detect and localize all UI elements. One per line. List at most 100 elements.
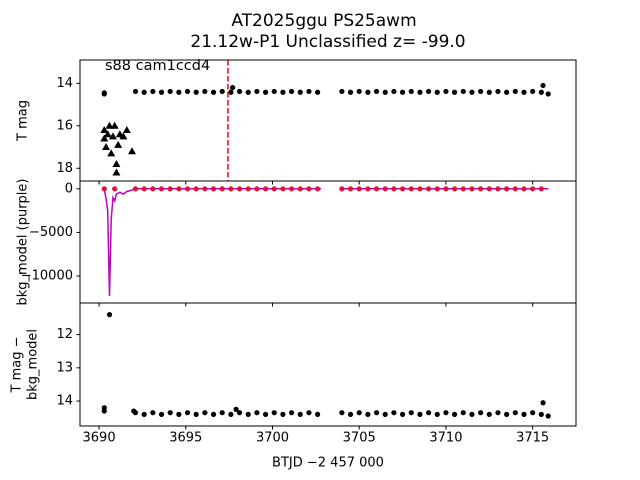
dot-marker	[540, 400, 546, 406]
dot-marker	[132, 186, 139, 192]
dot-marker	[184, 88, 191, 95]
dot-marker	[228, 186, 234, 192]
dot-marker	[314, 411, 321, 417]
dot-marker	[365, 411, 371, 417]
dot-marker	[176, 411, 182, 417]
dot-marker	[167, 186, 173, 192]
dot-marker	[150, 186, 156, 192]
dot-marker	[538, 89, 544, 95]
dot-marker	[504, 411, 510, 417]
dot-marker	[158, 411, 165, 417]
y-tick-label: 14	[56, 76, 73, 91]
dot-marker	[434, 89, 440, 95]
x-tick-label: 3695	[169, 431, 202, 446]
dot-marker	[150, 410, 156, 416]
triangle-marker	[114, 140, 123, 148]
dot-marker	[101, 90, 107, 96]
y-tick-label: 14	[56, 394, 73, 409]
dot-marker	[271, 88, 277, 95]
y-axis-label: bkg_model (purple)	[16, 179, 31, 306]
dot-marker	[314, 89, 321, 95]
dot-marker	[356, 186, 362, 192]
dot-marker	[297, 89, 303, 95]
dot-marker	[245, 89, 251, 95]
dot-marker	[443, 88, 449, 95]
dot-marker	[233, 406, 239, 412]
y-tick-label: 12	[56, 327, 73, 342]
dot-marker	[452, 186, 458, 192]
y-tick-label: −10000	[21, 268, 73, 283]
dot-marker	[521, 89, 527, 95]
dot-marker	[101, 408, 107, 414]
dot-marker	[391, 410, 397, 416]
dot-marker	[254, 88, 260, 95]
dot-marker	[530, 186, 536, 192]
dot-marker	[512, 186, 518, 192]
dot-marker	[306, 410, 312, 416]
dot-marker	[236, 186, 243, 192]
dot-marker	[382, 411, 388, 417]
dot-marker	[219, 186, 225, 192]
y-axis-label: T mag	[16, 100, 31, 142]
dot-marker	[391, 88, 397, 95]
dot-marker	[262, 411, 269, 417]
dot-marker	[141, 89, 147, 95]
y-tick-label: 16	[56, 118, 73, 133]
dot-marker	[219, 88, 225, 95]
triangle-marker	[119, 132, 128, 140]
dot-marker	[339, 186, 345, 192]
y-tick-label: 18	[56, 161, 73, 176]
dot-marker	[280, 411, 286, 417]
dot-marker	[245, 411, 251, 417]
dot-marker	[391, 186, 397, 192]
dot-marker	[254, 410, 260, 416]
x-tick-label: 3690	[83, 431, 116, 446]
dot-marker	[469, 186, 475, 192]
dot-marker	[434, 411, 440, 417]
dot-marker	[417, 186, 423, 192]
dot-marker	[176, 89, 182, 95]
dot-marker	[245, 186, 251, 192]
dot-marker	[158, 89, 165, 95]
chart-subtitle: 21.12w-P1 Unclassified z= -99.0	[190, 32, 465, 52]
dot-marker	[230, 84, 236, 91]
dot-marker	[538, 411, 544, 417]
x-axis-label: BTJD −2 457 000	[272, 456, 384, 471]
dot-marker	[167, 410, 173, 416]
dot-marker	[210, 411, 217, 417]
y-tick-label: 0	[65, 181, 73, 196]
dot-marker	[288, 186, 295, 192]
annotation: s88 cam1ccd4	[105, 58, 210, 74]
dot-marker	[210, 186, 217, 192]
dot-marker	[228, 89, 234, 95]
dot-marker	[373, 186, 380, 192]
dot-marker	[356, 88, 362, 95]
dot-marker	[469, 411, 475, 417]
dot-marker	[297, 186, 303, 192]
dot-marker	[478, 410, 484, 416]
dot-marker	[460, 88, 466, 95]
dot-marker	[443, 410, 449, 416]
dot-marker	[167, 88, 173, 95]
dot-marker	[530, 410, 536, 416]
dot-marker	[141, 186, 147, 192]
dot-marker	[521, 186, 527, 192]
dot-marker	[452, 411, 458, 417]
dot-marker	[399, 411, 406, 417]
dot-marker	[538, 186, 544, 192]
dot-marker	[373, 410, 380, 416]
dot-marker	[408, 410, 414, 416]
dot-marker	[408, 186, 414, 192]
dot-marker	[271, 410, 277, 416]
dot-marker	[254, 186, 260, 192]
dot-marker	[262, 89, 269, 95]
dot-marker	[314, 186, 321, 192]
dot-marker	[176, 186, 182, 192]
dot-marker	[297, 411, 303, 417]
dot-marker	[306, 186, 312, 192]
triangle-marker	[103, 130, 112, 138]
dot-marker	[347, 89, 354, 95]
y-tick-label: 13	[56, 360, 73, 375]
dot-marker	[339, 88, 345, 95]
